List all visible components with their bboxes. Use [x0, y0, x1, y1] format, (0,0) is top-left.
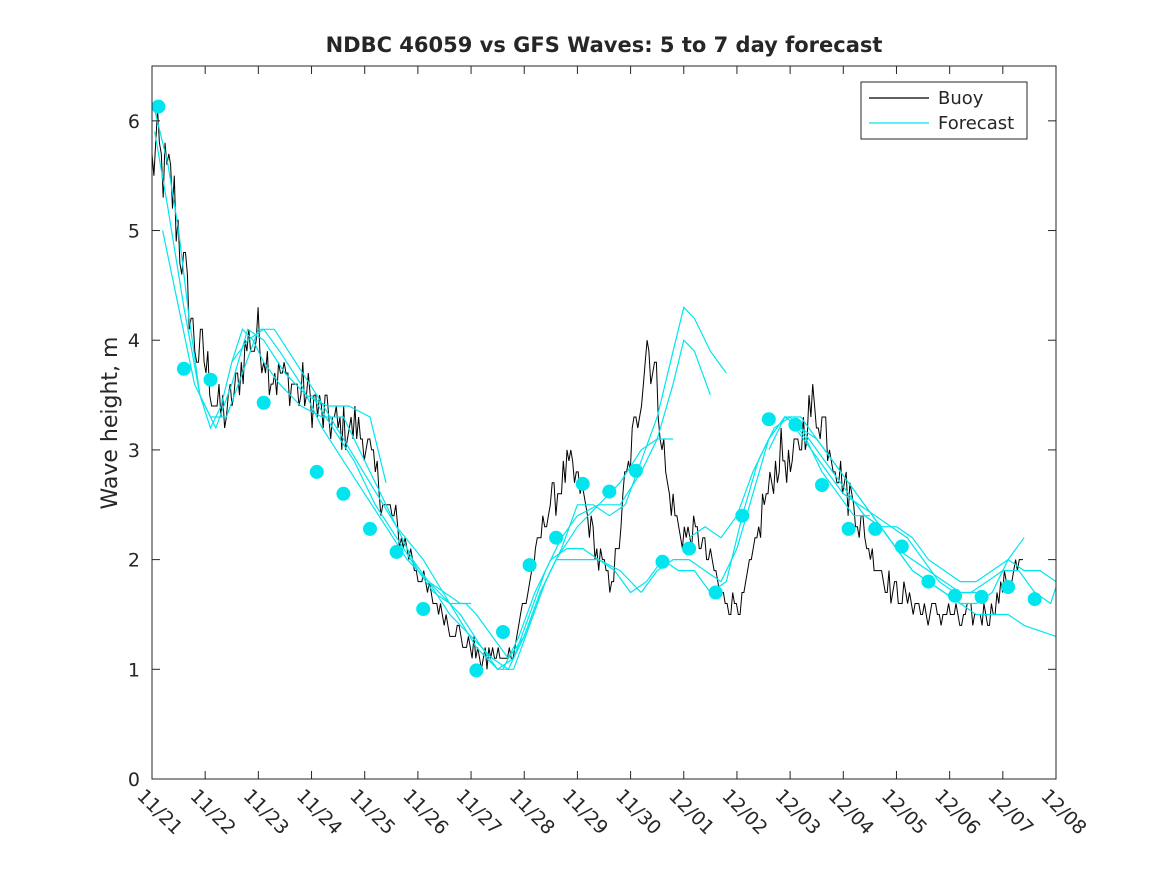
forecast-point [309, 464, 324, 479]
forecast-point [256, 395, 271, 410]
y-tick-label: 4 [128, 330, 140, 352]
forecast-point [708, 585, 723, 600]
forecast-run-line [154, 109, 472, 605]
forecast-point [894, 539, 909, 554]
forecast-point [469, 663, 484, 678]
forecast-point [1027, 592, 1042, 607]
forecast-point [815, 478, 829, 492]
forecast-point [628, 463, 643, 478]
forecast-run-line [768, 416, 1057, 637]
forecast-point [841, 521, 856, 536]
axes-box [151, 65, 1057, 780]
forecast-run-line [502, 416, 870, 670]
legend-box [860, 81, 1028, 140]
forecast-point [522, 558, 537, 573]
forecast-point [151, 99, 166, 114]
y-axis: 0 1 2 3 4 5 6 [128, 111, 1056, 791]
forecast-point [682, 541, 697, 556]
forecast-point [655, 554, 670, 569]
forecast-run-line [794, 427, 1057, 605]
y-tick-label: 5 [128, 221, 140, 243]
legend: Buoy Forecast [860, 81, 1028, 140]
forecast-point [176, 361, 191, 376]
plot-area [151, 99, 1057, 678]
forecast-run-line [231, 328, 711, 671]
forecast-run-line [162, 230, 674, 671]
legend-buoy-label: Buoy [938, 88, 984, 109]
forecast-point [761, 412, 776, 427]
forecast-point [336, 486, 351, 501]
forecast-point [363, 521, 377, 536]
forecast-point [496, 625, 510, 639]
y-tick-label: 0 [128, 769, 140, 791]
forecast-point [1001, 580, 1016, 594]
forecast-point [549, 530, 564, 545]
forecast-point [735, 508, 750, 523]
y-tick-label: 6 [128, 111, 140, 133]
forecast-point [575, 476, 590, 491]
y-tick-label: 1 [128, 659, 140, 681]
chart-title: NDBC 46059 vs GFS Waves: 5 to 7 day fore… [326, 33, 883, 57]
forecast-point [416, 602, 431, 616]
forecast-point [602, 484, 617, 499]
y-axis-label: Wave height, m [98, 337, 123, 510]
forecast-point [203, 372, 218, 387]
y-tick-label: 3 [128, 440, 140, 462]
forecast-run-line [640, 416, 977, 594]
forecast-point [948, 588, 962, 603]
forecast-run-line [848, 493, 1057, 583]
forecast-point [921, 574, 936, 589]
forecast-point [389, 544, 404, 559]
legend-forecast-label: Forecast [938, 113, 1014, 134]
forecast-point [974, 589, 989, 604]
y-tick-label: 2 [128, 550, 140, 572]
forecast-point [868, 521, 883, 536]
forecast-point [788, 417, 803, 432]
